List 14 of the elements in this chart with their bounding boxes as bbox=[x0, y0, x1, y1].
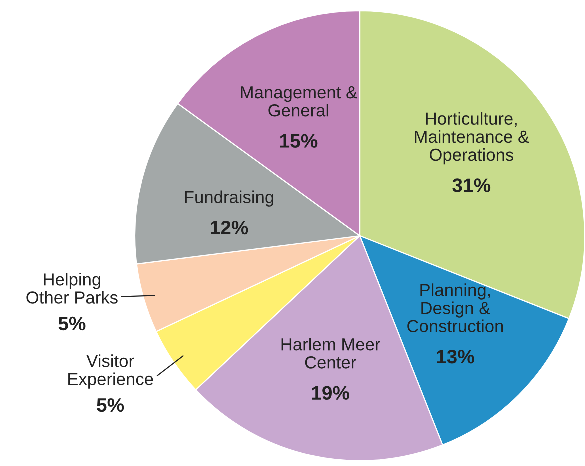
slice-label: Visitor Experience bbox=[68, 354, 154, 389]
slice-label: Fundraising bbox=[185, 190, 274, 207]
data-label: 5% bbox=[58, 316, 86, 331]
data-label: 5% bbox=[97, 398, 124, 412]
slice-label: Horticulture, Maintenance & Operations bbox=[415, 112, 530, 165]
slice-label: Helping Other Parks bbox=[26, 273, 118, 304]
data-label: 12% bbox=[211, 220, 248, 235]
data-label: 19% bbox=[312, 386, 350, 400]
slice-label: Harlem Meer Center bbox=[282, 338, 380, 369]
data-label: 13% bbox=[437, 350, 474, 364]
slice-label: Management & General bbox=[241, 86, 358, 117]
data-label: 15% bbox=[280, 134, 318, 148]
slice-label: Planning, Design & Construction bbox=[408, 284, 504, 333]
data-label: 31% bbox=[452, 178, 491, 192]
